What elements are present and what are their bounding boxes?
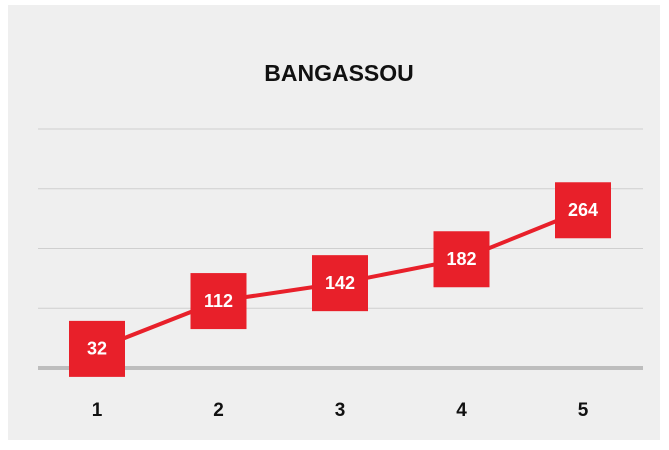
data-label: 182 — [446, 249, 476, 269]
point-box — [433, 231, 490, 288]
data-label: 264 — [568, 200, 598, 220]
x-tick-label: 1 — [92, 400, 103, 421]
data-label: 112 — [204, 291, 233, 311]
point-box — [555, 182, 611, 239]
data-label: 142 — [325, 273, 355, 293]
chart-title: BANGASSOU — [264, 60, 414, 86]
point-box — [190, 273, 247, 330]
point-box — [312, 255, 368, 312]
x-tick-label: 3 — [335, 400, 346, 421]
x-tick-label: 5 — [578, 400, 589, 421]
point-box — [69, 320, 125, 377]
x-tick-label: 2 — [213, 400, 224, 421]
x-tick-label: 4 — [456, 400, 467, 421]
data-label: 32 — [87, 339, 107, 359]
